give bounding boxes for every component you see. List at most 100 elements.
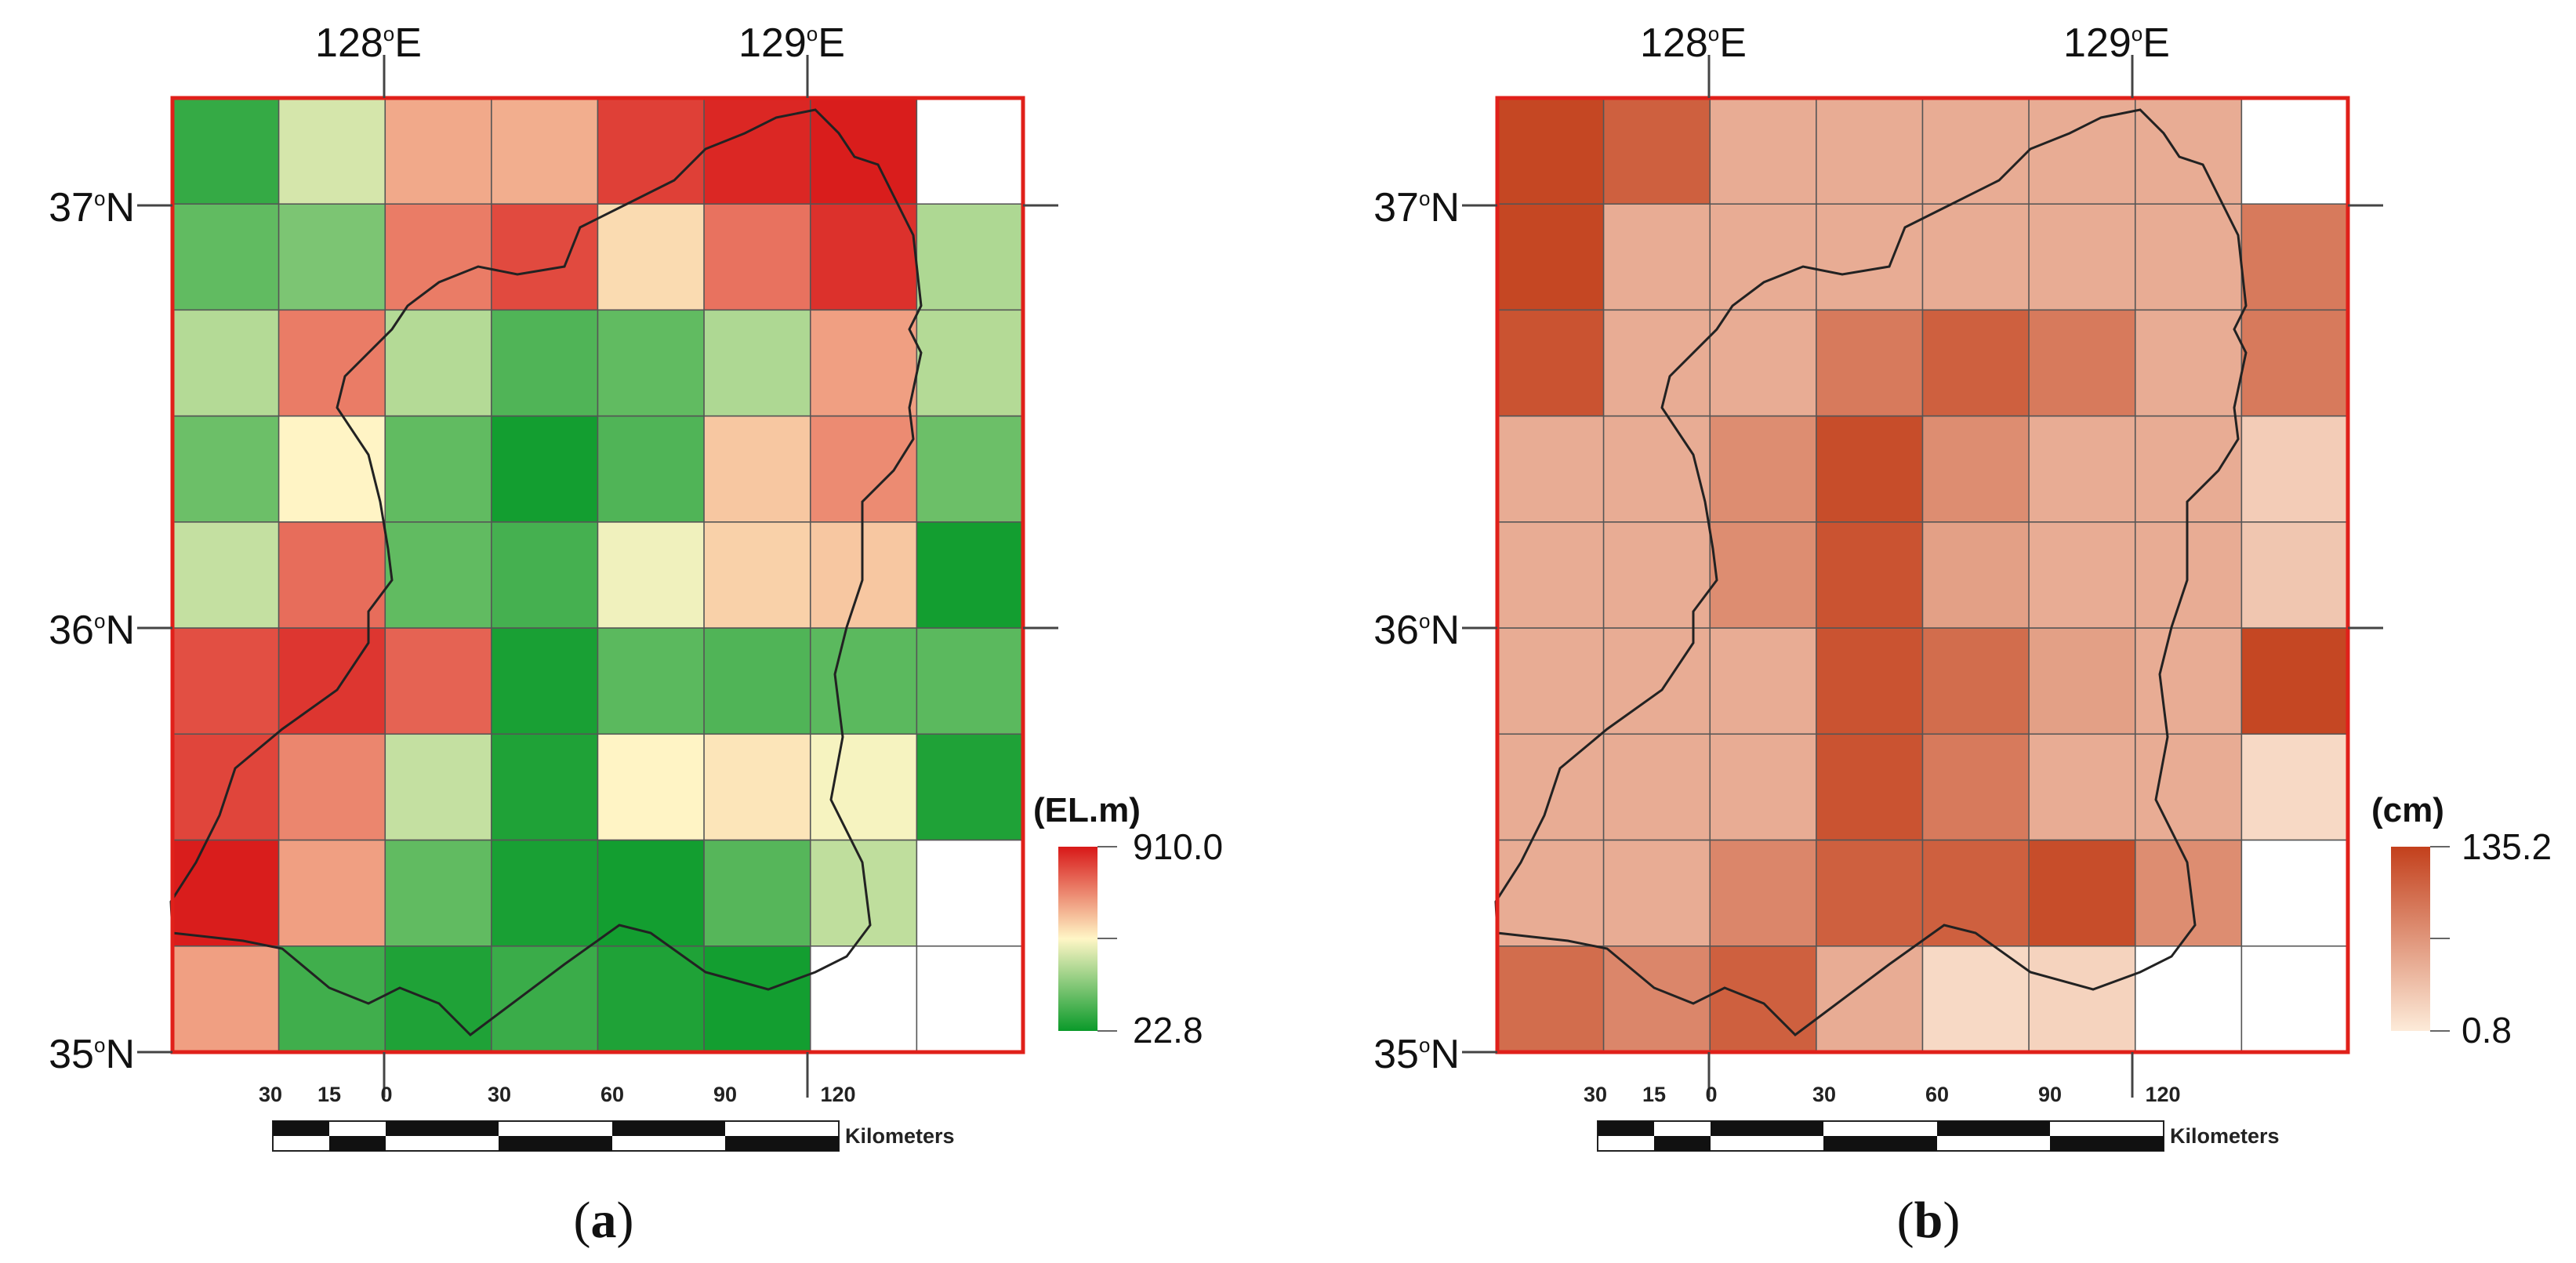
panel-b-cell-r6-c3 (1816, 733, 1924, 841)
panel-a-cell-r4-c4 (597, 521, 705, 629)
panel-a-cell-r3-c7 (916, 415, 1024, 523)
panel-b-lon-label-128: 128oE (1640, 20, 1747, 66)
panel-b-legend-min: 0.8 (2462, 1010, 2512, 1051)
panel-b-cell-r1-c5 (2028, 203, 2136, 311)
panel-b-cell-r1-c3 (1816, 203, 1924, 311)
panel-a-basin-boundary (169, 108, 923, 1036)
panel-a-cell-r3-c5 (703, 415, 811, 523)
panel-b-label: (b) (1897, 1192, 1961, 1249)
panel-a-cell-r4-c2 (384, 521, 492, 629)
panel-a-legend-max: 910.0 (1133, 826, 1223, 867)
panel-b-scale-label-30: 30 (1812, 1083, 1836, 1106)
panel-b-legend-max: 135.2 (2462, 826, 2552, 867)
panel-a-legend-min: 22.8 (1133, 1010, 1203, 1051)
panel-b-cell-r6-c0 (1497, 733, 1605, 841)
panel-b-cell-r2-c6 (2135, 309, 2243, 417)
panel-b-cell-r8-c1 (1602, 945, 1711, 1053)
panel-b-cell-r2-c4 (1921, 309, 2030, 417)
panel-a-cell-r6-c0 (172, 733, 280, 841)
panel-a-scale-seg (499, 1136, 612, 1151)
panel-a-lat-label-35: 35oN (49, 1032, 135, 1077)
panel-b-scale-seg (1937, 1121, 2050, 1136)
panel-b-cell-r4-c1 (1602, 521, 1711, 629)
panel-a-cell-r1-c5 (703, 203, 811, 311)
panel-b-cell-r4-c2 (1709, 521, 1817, 629)
panel-b-cell-r5-c3 (1816, 627, 1924, 735)
panel-b-cell-r2-c1 (1602, 309, 1711, 417)
panel-b-cell-r0-c5 (2028, 97, 2136, 205)
panel-a-cell-r3-c4 (597, 415, 705, 523)
panel-b-cell-r0-c0 (1497, 97, 1605, 205)
panel-a-cell-r7-c5 (703, 839, 811, 947)
panel-a-scale-label-30: 30 (488, 1083, 511, 1106)
panel-a-cell-r2-c6 (810, 309, 918, 417)
panel-a-scale-label-60: 60 (600, 1083, 624, 1106)
panel-b-cell-r8-c2 (1709, 945, 1817, 1053)
panel-a-cell-r7-c3 (491, 839, 599, 947)
panel-b-scale-seg (1598, 1121, 1654, 1136)
panel-b-cell-r8-c7 (2240, 945, 2349, 1053)
panel-a-cell-r5-c7 (916, 627, 1024, 735)
panel-b-scale-label-0: 0 (1705, 1083, 1717, 1106)
panel-b-scale-label-30w: 30 (1584, 1083, 1607, 1106)
panel-b-legend-title: (cm) (2371, 791, 2444, 829)
panel-b-cell-r4-c7 (2240, 521, 2349, 629)
panel-b-cell-r0-c3 (1816, 97, 1924, 205)
panel-b-cell-r3-c4 (1921, 415, 2030, 523)
panel-b-cell-r8-c3 (1816, 945, 1924, 1053)
panel-a-cell-r0-c7 (916, 97, 1024, 205)
panel-b-lat-label-35: 35oN (1373, 1032, 1460, 1077)
panel-a-scale-labels: 30 15 0 30 60 90 120 (259, 1083, 856, 1106)
panel-a-cell-r8-c2 (384, 945, 492, 1053)
panel-a-cell-r6-c7 (916, 733, 1024, 841)
panel-b-cell-r7-c5 (2028, 839, 2136, 947)
panel-a-elevation-map: 128oE 129oE 37oN 36oN 35oN (EL.m) 910.0 (49, 20, 1223, 1249)
panel-a-cell-r7-c2 (384, 839, 492, 947)
panel-a-graticule (137, 55, 1058, 1098)
panel-a-cell-r1-c6 (810, 203, 918, 311)
panel-a-cell-r7-c1 (278, 839, 386, 947)
panel-a-legend-colorbar (1058, 847, 1098, 1031)
panel-a-cell-r1-c0 (172, 203, 280, 311)
panel-a-legend: (EL.m) 910.0 22.8 (1033, 791, 1223, 1051)
panel-a-cell-r0-c4 (597, 97, 705, 205)
panel-b-cell-r2-c2 (1709, 309, 1817, 417)
panel-b-cell-r3-c2 (1709, 415, 1817, 523)
panel-b-cell-r0-c2 (1709, 97, 1817, 205)
panel-a-cell-r4-c7 (916, 521, 1024, 629)
panel-a-lon-label-128: 128oE (315, 20, 422, 66)
panel-a-cell-r3-c0 (172, 415, 280, 523)
panel-a-cell-r7-c7 (916, 839, 1024, 947)
panel-b-cell-r6-c5 (2028, 733, 2136, 841)
panel-b-cell-r8-c6 (2135, 945, 2243, 1053)
panel-b-cell-r8-c0 (1497, 945, 1605, 1053)
panel-a-cell-r0-c2 (384, 97, 492, 205)
panel-a-cell-r2-c4 (597, 309, 705, 417)
panel-a-cell-r2-c0 (172, 309, 280, 417)
panel-a-cell-r4-c1 (278, 521, 386, 629)
panel-b-cell-r7-c6 (2135, 839, 2243, 947)
panel-b-cell-r5-c7 (2240, 627, 2349, 735)
panel-b-cell-r6-c6 (2135, 733, 2243, 841)
panel-a-cell-r0-c3 (491, 97, 599, 205)
panel-b-cell-r5-c2 (1709, 627, 1817, 735)
panel-b-cell-r7-c3 (1816, 839, 1924, 947)
panel-a-cell-r7-c6 (810, 839, 918, 947)
panel-b-cell-r6-c2 (1709, 733, 1817, 841)
panel-a-cell-r8-c6 (810, 945, 918, 1053)
panel-a-scale-seg (329, 1136, 386, 1151)
panel-b-lon-label-129: 129oE (2063, 20, 2170, 66)
panel-b-cell-r4-c4 (1921, 521, 2030, 629)
panel-a-scale-seg (725, 1136, 839, 1151)
panel-a-cell-r8-c4 (597, 945, 705, 1053)
panel-a-lon-labels: 128oE 129oE (315, 20, 845, 66)
panel-b-cell-r1-c0 (1497, 203, 1605, 311)
panel-b-lat-label-36: 36oN (1373, 608, 1460, 653)
panel-b-cell-r5-c5 (2028, 627, 2136, 735)
panel-b-cell-r0-c1 (1602, 97, 1711, 205)
panel-b-scale-bar: 30 15 0 30 60 90 120 Kilometers (1584, 1083, 2280, 1152)
panel-a-cell-r2-c3 (491, 309, 599, 417)
panel-a-cell-r5-c6 (810, 627, 918, 735)
panel-a-cell-r5-c5 (703, 627, 811, 735)
